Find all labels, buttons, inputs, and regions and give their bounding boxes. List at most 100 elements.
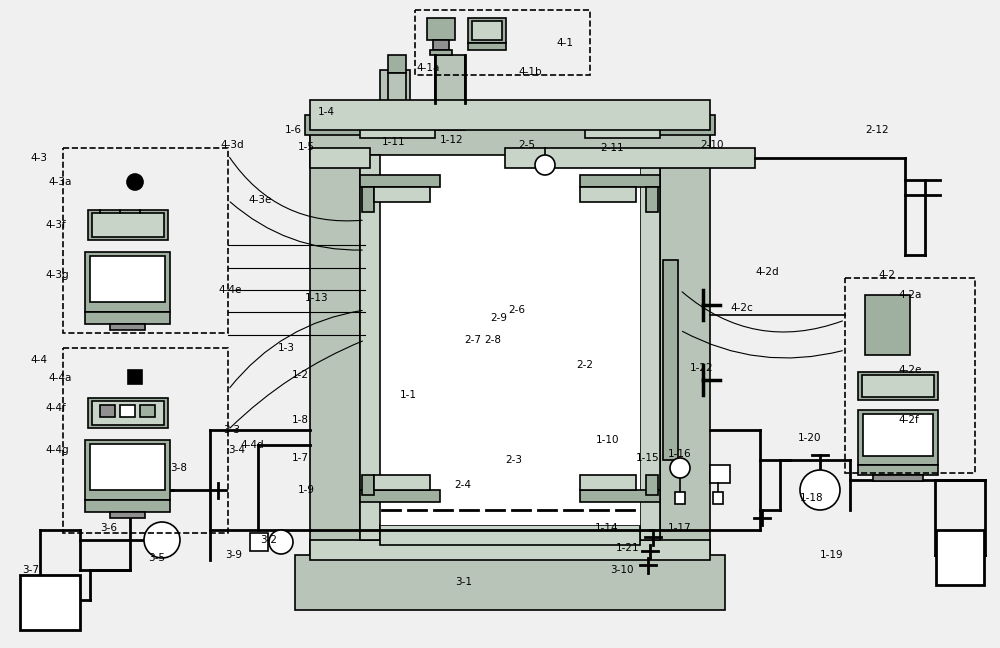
Bar <box>362 475 374 495</box>
Bar <box>433 40 449 50</box>
Bar <box>305 115 365 135</box>
Bar <box>865 295 910 355</box>
Circle shape <box>127 174 143 190</box>
Bar <box>310 130 360 570</box>
Text: 1-9: 1-9 <box>298 485 315 495</box>
Text: 3-1: 3-1 <box>455 577 472 587</box>
Bar <box>92 401 164 425</box>
Bar <box>88 210 168 240</box>
Text: 3-10: 3-10 <box>610 565 634 575</box>
Bar <box>90 256 165 302</box>
Bar <box>640 155 660 540</box>
Circle shape <box>670 458 690 478</box>
Bar <box>63 148 228 333</box>
Bar <box>360 175 440 187</box>
Text: 3-9: 3-9 <box>225 550 242 560</box>
Bar <box>713 492 723 504</box>
Text: 4-4e: 4-4e <box>218 285 241 295</box>
Bar <box>580 175 660 187</box>
Text: 4-3a: 4-3a <box>48 177 71 187</box>
Text: 1-8: 1-8 <box>292 415 309 425</box>
Circle shape <box>269 530 293 554</box>
Text: 2-2: 2-2 <box>576 360 593 370</box>
Text: 1-6: 1-6 <box>285 125 302 135</box>
Text: 1-13: 1-13 <box>305 293 329 303</box>
Text: 1-18: 1-18 <box>800 493 824 503</box>
Text: 1-16: 1-16 <box>668 449 692 459</box>
Text: 4-3g: 4-3g <box>45 270 69 280</box>
Text: 4-2d: 4-2d <box>755 267 779 277</box>
Bar <box>88 398 168 428</box>
Bar <box>845 278 975 473</box>
Bar <box>388 55 406 73</box>
Bar <box>310 540 710 560</box>
Text: 1-15: 1-15 <box>636 453 660 463</box>
Text: 1-5: 1-5 <box>298 142 315 152</box>
Text: 1-14: 1-14 <box>595 523 619 533</box>
Bar <box>63 348 228 533</box>
Bar <box>85 500 170 512</box>
Text: 1-19: 1-19 <box>820 550 844 560</box>
Text: 1-7: 1-7 <box>292 453 309 463</box>
Text: 4-2: 4-2 <box>878 270 895 280</box>
Bar <box>120 405 135 417</box>
Text: 1-22: 1-22 <box>690 363 714 373</box>
Text: 1-17: 1-17 <box>668 523 692 533</box>
Text: 3-4: 3-4 <box>228 445 245 455</box>
Bar <box>85 312 170 324</box>
Bar <box>863 414 933 456</box>
Bar <box>430 50 452 55</box>
Bar <box>310 100 710 130</box>
Bar <box>646 187 658 212</box>
Text: 2-4: 2-4 <box>454 480 471 490</box>
Bar <box>415 10 590 75</box>
Text: 2-9: 2-9 <box>490 313 507 323</box>
Text: 4-2f: 4-2f <box>898 415 919 425</box>
Text: 1-20: 1-20 <box>798 433 822 443</box>
Bar <box>110 512 145 518</box>
Bar <box>20 575 80 630</box>
Text: 4-2a: 4-2a <box>898 290 921 300</box>
Text: 3-7: 3-7 <box>22 565 39 575</box>
Text: 4-4a: 4-4a <box>48 373 71 383</box>
Bar <box>580 475 636 490</box>
Bar <box>858 372 938 400</box>
Text: 1-12: 1-12 <box>440 135 464 145</box>
Bar <box>472 21 502 40</box>
Text: 2-8: 2-8 <box>484 335 501 345</box>
Bar <box>90 444 165 490</box>
Text: 2-11: 2-11 <box>600 143 624 153</box>
Text: 3-8: 3-8 <box>170 463 187 473</box>
Bar <box>85 252 170 312</box>
Bar <box>85 440 170 500</box>
Bar <box>380 70 410 130</box>
Bar <box>435 55 465 130</box>
Bar <box>660 130 710 570</box>
Text: 1-11: 1-11 <box>382 137 406 147</box>
Text: 1-1: 1-1 <box>400 390 417 400</box>
Bar <box>310 125 710 155</box>
Bar <box>427 18 455 40</box>
Bar <box>580 490 660 502</box>
Text: 2-6: 2-6 <box>508 305 525 315</box>
Text: 4-4f: 4-4f <box>45 403 66 413</box>
Text: 2-12: 2-12 <box>865 125 889 135</box>
Bar <box>655 115 715 135</box>
Circle shape <box>800 470 840 510</box>
Text: 2-10: 2-10 <box>700 140 724 150</box>
Text: 4-4: 4-4 <box>30 355 47 365</box>
Circle shape <box>535 155 555 175</box>
Bar <box>360 120 435 138</box>
Bar <box>250 533 268 551</box>
Text: 3-3: 3-3 <box>223 425 240 435</box>
Text: 4-4g: 4-4g <box>45 445 69 455</box>
Text: 2-7: 2-7 <box>464 335 481 345</box>
Text: 1-3: 1-3 <box>278 343 295 353</box>
Text: 1-2: 1-2 <box>292 370 309 380</box>
Text: 1-10: 1-10 <box>596 435 620 445</box>
Text: 3-2: 3-2 <box>260 535 277 545</box>
Text: 4-3e: 4-3e <box>248 195 271 205</box>
Bar <box>862 375 934 397</box>
Text: 4-3f: 4-3f <box>45 220 66 230</box>
Bar <box>388 73 406 123</box>
